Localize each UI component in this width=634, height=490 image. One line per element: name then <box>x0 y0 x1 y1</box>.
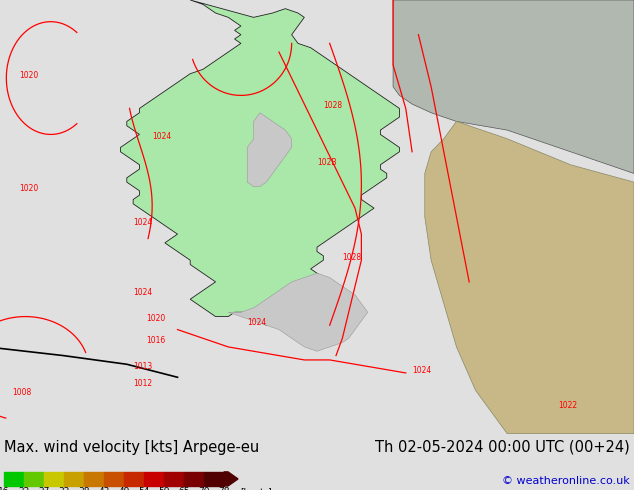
Text: Max. wind velocity [kts] Arpege-eu: Max. wind velocity [kts] Arpege-eu <box>4 440 259 455</box>
Text: 1013: 1013 <box>133 362 152 370</box>
Bar <box>184 472 204 486</box>
Polygon shape <box>228 273 368 351</box>
Text: 1024: 1024 <box>133 288 152 297</box>
Bar <box>24 472 44 486</box>
Bar <box>84 472 104 486</box>
Text: 38: 38 <box>78 487 90 490</box>
Polygon shape <box>393 0 634 173</box>
Bar <box>64 472 84 486</box>
Text: 78: 78 <box>218 487 230 490</box>
Text: 1008: 1008 <box>13 388 32 396</box>
Text: [knots]: [knots] <box>240 487 272 490</box>
Bar <box>44 472 64 486</box>
Bar <box>124 472 144 486</box>
Text: 1024: 1024 <box>412 366 431 375</box>
Text: 32: 32 <box>58 487 70 490</box>
Text: 1028: 1028 <box>342 253 361 262</box>
Text: © weatheronline.co.uk: © weatheronline.co.uk <box>502 476 630 486</box>
Text: 49: 49 <box>119 487 130 490</box>
Text: 22: 22 <box>18 487 30 490</box>
Text: 1028: 1028 <box>323 101 342 110</box>
Text: 43: 43 <box>98 487 110 490</box>
Text: 1020: 1020 <box>19 184 38 193</box>
Bar <box>144 472 164 486</box>
Polygon shape <box>120 0 399 325</box>
Text: 65: 65 <box>178 487 190 490</box>
Bar <box>164 472 184 486</box>
Text: 1024: 1024 <box>247 318 266 327</box>
Polygon shape <box>247 113 292 187</box>
Text: 102B: 102B <box>317 158 337 167</box>
Text: 1022: 1022 <box>558 401 577 410</box>
Bar <box>4 472 24 486</box>
Text: 16: 16 <box>0 487 10 490</box>
Text: 1020: 1020 <box>146 314 165 323</box>
FancyArrow shape <box>224 472 238 486</box>
Bar <box>204 472 224 486</box>
Text: 59: 59 <box>158 487 170 490</box>
Text: Th 02-05-2024 00:00 UTC (00+24): Th 02-05-2024 00:00 UTC (00+24) <box>375 440 630 455</box>
Polygon shape <box>425 122 634 434</box>
Text: 1020: 1020 <box>19 71 38 80</box>
Text: 1012: 1012 <box>133 379 152 388</box>
Text: 54: 54 <box>138 487 150 490</box>
Text: 1024: 1024 <box>133 219 152 227</box>
Text: 1024: 1024 <box>152 132 171 141</box>
Text: 27: 27 <box>38 487 49 490</box>
Text: 1016: 1016 <box>146 336 165 344</box>
Bar <box>104 472 124 486</box>
Text: 70: 70 <box>198 487 210 490</box>
